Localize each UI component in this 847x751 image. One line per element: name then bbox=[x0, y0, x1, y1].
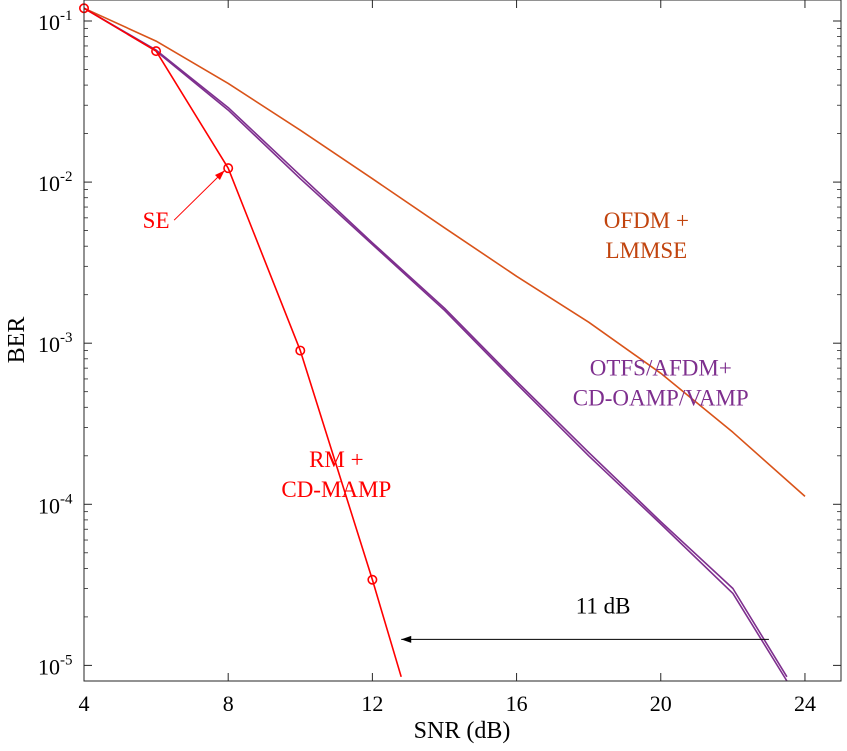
annotation-gap: 11 dB bbox=[576, 593, 631, 618]
gap-arrow-head bbox=[401, 635, 412, 643]
x-tick-label: 24 bbox=[794, 691, 816, 716]
y-tick-labels: 10-1 10-2 10-3 10-4 10-5 bbox=[38, 8, 73, 679]
se-marker-point bbox=[151, 46, 162, 57]
y-tick-label: 10-5 bbox=[38, 652, 73, 679]
x-tick-label: 4 bbox=[79, 691, 90, 716]
y-tick-label: 10-1 bbox=[38, 8, 73, 35]
se-marker-point bbox=[367, 574, 378, 585]
plot-background bbox=[84, 0, 841, 681]
annotation-otfs: OTFS/AFDM+ CD-OAMP/VAMP bbox=[573, 356, 749, 411]
annotation-se: SE bbox=[143, 208, 170, 233]
x-tick-label: 12 bbox=[361, 691, 383, 716]
series-line-otfs-cd-oamp bbox=[83, 7, 788, 682]
series-line-ofdm-lmmse bbox=[83, 7, 806, 497]
se-marker-point bbox=[295, 345, 306, 356]
series-layer bbox=[83, 7, 806, 682]
x-tick-label: 16 bbox=[506, 691, 528, 716]
x-tick-label: 8 bbox=[223, 691, 234, 716]
y-tick-label: 10-4 bbox=[38, 491, 73, 518]
x-axis-label: SNR (dB) bbox=[414, 718, 511, 744]
y-tick-label: 10-3 bbox=[38, 330, 73, 357]
x-tick-labels: 4 8 12 16 20 24 bbox=[79, 691, 816, 716]
y-axis-label: BER bbox=[4, 317, 30, 364]
x-tick-label: 20 bbox=[650, 691, 672, 716]
y-tick-label: 10-2 bbox=[38, 169, 73, 196]
se-marker-point bbox=[223, 163, 234, 174]
series-line-rm-cd-mamp bbox=[83, 7, 402, 678]
se-arrow-head bbox=[215, 170, 225, 181]
series-line-afdm-cd-vamp bbox=[83, 7, 788, 678]
tick-marks bbox=[83, 0, 841, 681]
annotation-ofdm: OFDM + LMMSE bbox=[604, 208, 689, 263]
se-arrow-line bbox=[173, 170, 225, 221]
annotation-rm: RM + CD-MAMP bbox=[281, 447, 391, 502]
plot-frame bbox=[83, 0, 842, 682]
annotation-layer: OFDM + LMMSE OTFS/AFDM+ CD-OAMP/VAMP RM + CD-… bbox=[143, 170, 769, 643]
marker-layer bbox=[79, 3, 378, 585]
